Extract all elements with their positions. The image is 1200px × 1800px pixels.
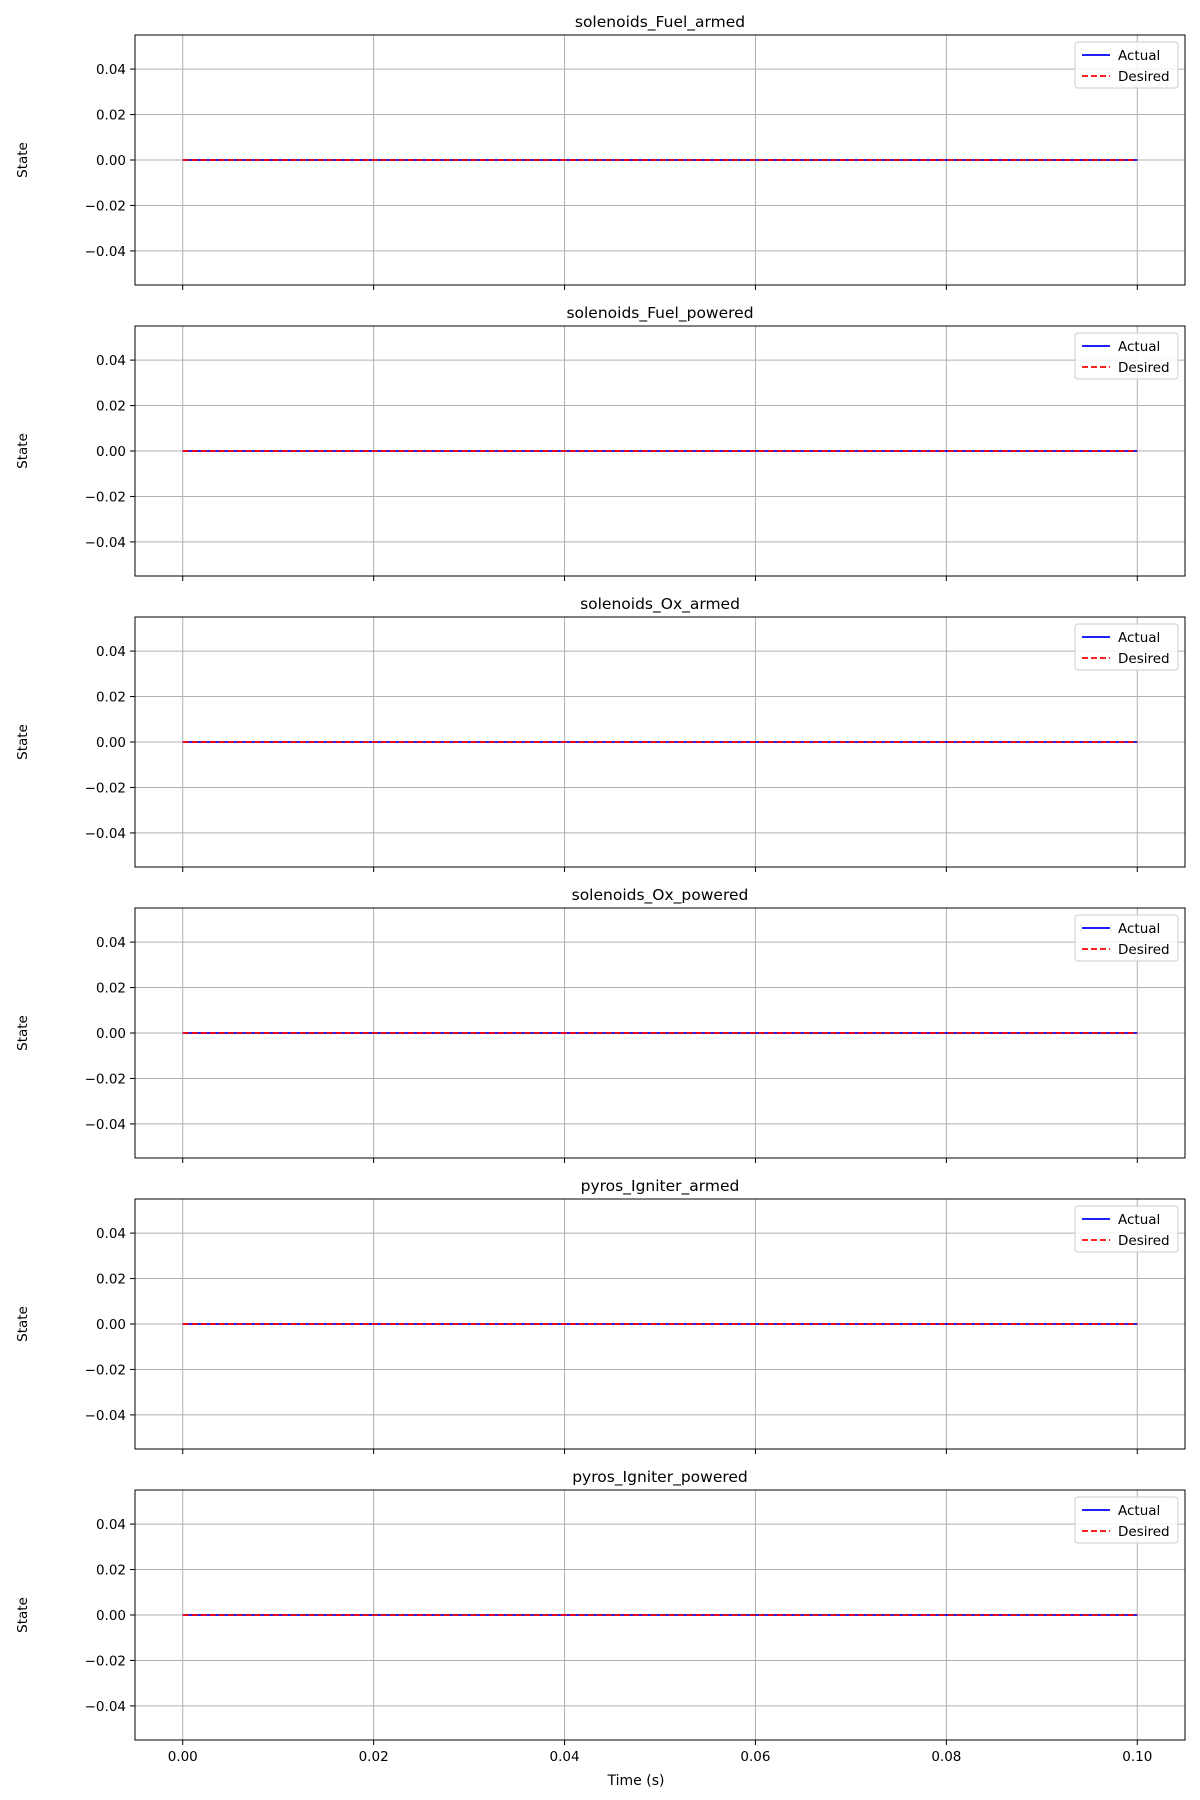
y-tick-label: 0.02 (96, 981, 126, 997)
subplot-title: solenoids_Fuel_powered (566, 304, 753, 323)
x-tick-label: 0.04 (550, 1749, 580, 1765)
y-tick-label: 0.00 (96, 153, 126, 169)
y-tick-label: 0.02 (96, 399, 126, 415)
x-tick-label: 0.08 (931, 1749, 961, 1765)
y-tick-label: −0.04 (85, 1699, 126, 1715)
plot-frame (134, 1198, 1186, 1450)
legend-label-actual: Actual (1118, 1212, 1160, 1228)
legend-label-desired: Desired (1118, 1524, 1170, 1540)
plot-frame (134, 325, 1186, 577)
y-tick-label: 0.02 (96, 1272, 126, 1288)
y-tick-label: −0.02 (85, 198, 126, 214)
y-tick-label: −0.04 (85, 244, 126, 260)
y-tick-label: −0.04 (85, 826, 126, 842)
subplot-5: pyros_Igniter_armed State 0.04 0.02 0.00 −0.0… (15, 1177, 1186, 1454)
plot-frame (134, 907, 1186, 1159)
y-tick-label: 0.04 (96, 1226, 126, 1242)
legend-label-actual: Actual (1118, 921, 1160, 937)
subplot-4: solenoids_Ox_powered State 0.04 0.02 0.00 −0.… (15, 886, 1186, 1163)
x-tick-label: 0.10 (1122, 1749, 1152, 1765)
y-tick-label: −0.02 (85, 780, 126, 796)
y-tick-label: 0.02 (96, 690, 126, 706)
subplot-3: solenoids_Ox_armed State 0.04 0.02 0.00 −0.02… (15, 595, 1186, 872)
legend-label-actual: Actual (1118, 339, 1160, 355)
y-tick-label: −0.04 (85, 535, 126, 551)
y-axis-label: State (15, 724, 31, 760)
plot-frame (134, 1489, 1186, 1741)
y-tick-label: 0.04 (96, 353, 126, 369)
y-tick-label: 0.00 (96, 444, 126, 460)
legend-label-desired: Desired (1118, 651, 1170, 667)
subplot-6: pyros_Igniter_powered State 0.00 0.02 0.04 0.… (15, 1468, 1186, 1765)
plot-frame (134, 34, 1186, 286)
legend-label-actual: Actual (1118, 630, 1160, 646)
subplot-2: solenoids_Fuel_powered State 0.04 0.02 0.00 −… (15, 304, 1186, 581)
plot-frame (134, 616, 1186, 868)
x-tick-label: 0.06 (740, 1749, 770, 1765)
y-tick-label: 0.04 (96, 62, 126, 78)
y-tick-label: 0.00 (96, 735, 126, 751)
y-tick-label: 0.02 (96, 108, 126, 124)
y-tick-label: 0.00 (96, 1317, 126, 1333)
y-tick-label: 0.04 (96, 935, 126, 951)
y-tick-label: −0.02 (85, 1071, 126, 1087)
y-axis-label: State (15, 142, 31, 178)
y-axis-label: State (15, 1306, 31, 1342)
y-tick-label: 0.04 (96, 644, 126, 660)
y-tick-label: 0.02 (96, 1563, 126, 1579)
subplot-title: pyros_Igniter_powered (572, 1468, 748, 1487)
y-axis-label: State (15, 1597, 31, 1633)
y-tick-label: −0.02 (85, 1362, 126, 1378)
y-tick-label: −0.04 (85, 1117, 126, 1133)
subplot-title: solenoids_Ox_armed (580, 595, 740, 614)
y-tick-label: 0.00 (96, 1608, 126, 1624)
legend-label-desired: Desired (1118, 942, 1170, 958)
subplot-title: solenoids_Ox_powered (572, 886, 749, 905)
subplot-title: pyros_Igniter_armed (581, 1177, 740, 1196)
y-axis-label: State (15, 1015, 31, 1051)
subplot-panels: solenoids_Fuel_armed State 0.04 0.02 0.00 −0.… (15, 13, 1186, 1765)
x-tick-label: 0.02 (359, 1749, 389, 1765)
y-tick-label: −0.04 (85, 1408, 126, 1424)
legend-label-desired: Desired (1118, 69, 1170, 85)
y-tick-label: −0.02 (85, 489, 126, 505)
subplot-1: solenoids_Fuel_armed State 0.04 0.02 0.00 −0.… (15, 13, 1186, 290)
y-tick-label: 0.04 (96, 1517, 126, 1533)
y-tick-label: −0.02 (85, 1653, 126, 1669)
y-axis-label: State (15, 433, 31, 469)
subplot-title: solenoids_Fuel_armed (575, 13, 745, 32)
legend-label-desired: Desired (1118, 1233, 1170, 1249)
legend-label-actual: Actual (1118, 48, 1160, 64)
y-tick-label: 0.00 (96, 1026, 126, 1042)
legend-label-desired: Desired (1118, 360, 1170, 376)
x-axis-label: Time (s) (607, 1773, 665, 1789)
legend-label-actual: Actual (1118, 1503, 1160, 1519)
x-tick-label: 0.00 (168, 1749, 198, 1765)
